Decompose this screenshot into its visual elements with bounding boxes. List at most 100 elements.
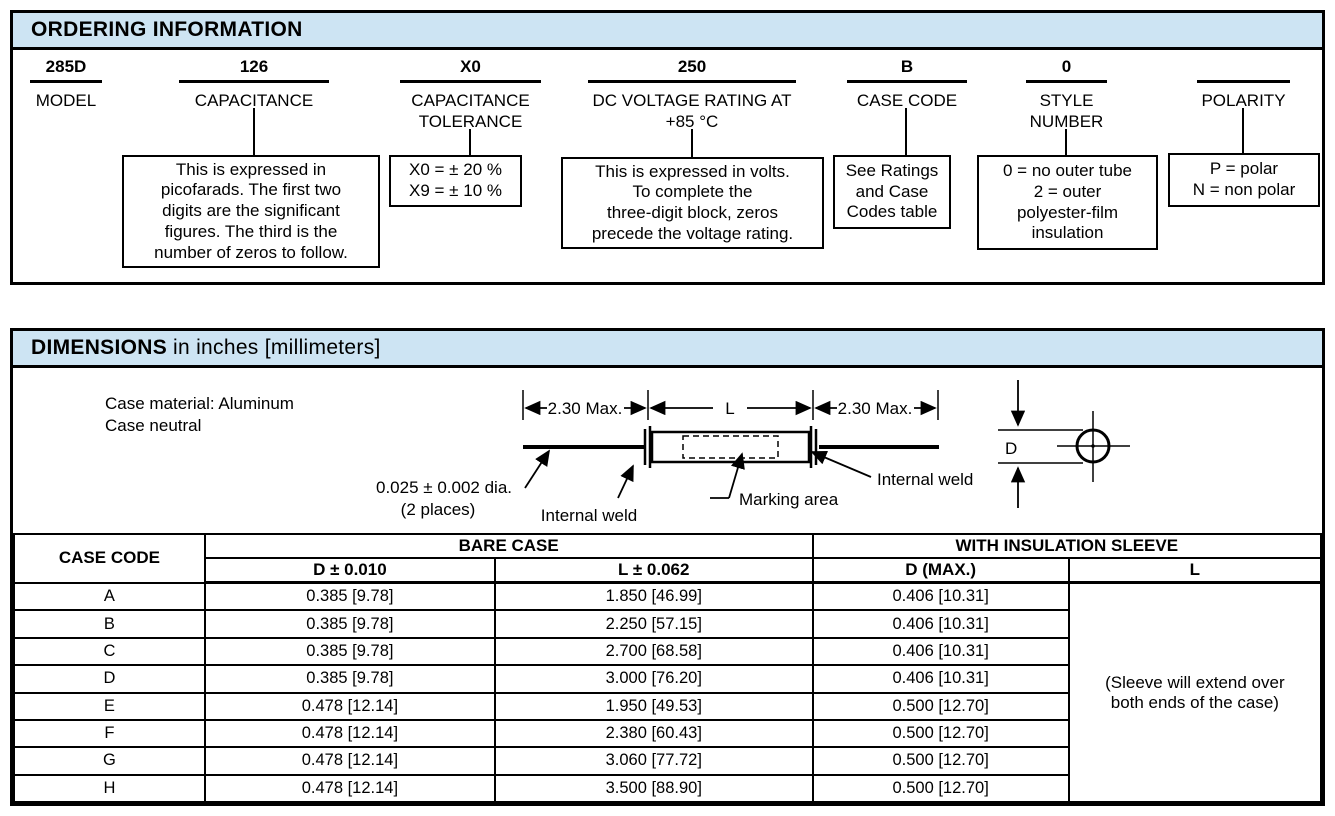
capacitor-body xyxy=(643,426,818,468)
table-subheader-l2: L xyxy=(1067,557,1323,584)
voltage-note-box: This is expressed in volts. To complete … xyxy=(561,157,824,249)
ordering-column-case-code: B CASE CODE xyxy=(847,57,967,111)
diameter-label: D xyxy=(1005,439,1017,458)
internal-weld-right-leader xyxy=(810,450,872,478)
case-code-label: CASE CODE xyxy=(856,91,958,110)
marking-area-label: Marking area xyxy=(739,490,839,509)
case-table-body: A 0.385 [9.78] 1.850 [46.99] 0.406 [10.31](… xyxy=(13,581,1323,804)
table-cell-code: G xyxy=(13,746,206,776)
table-cell-d: 0.385 [9.78] xyxy=(203,664,496,694)
capacitor-diagram-area: Case material: Aluminum Case neutral xyxy=(13,368,1322,533)
table-subheader-d: D ± 0.010 xyxy=(203,557,496,584)
sleeve-note: (Sleeve will extend over both ends of th… xyxy=(1067,581,1323,803)
ordering-section-title-bar: ORDERING INFORMATION xyxy=(13,13,1322,50)
ordering-content: 285D MODEL 126 CAPACITANCE X0 CAPACITANC… xyxy=(13,50,1322,282)
tolerance-code: X0 xyxy=(400,57,541,83)
table-row: A 0.385 [9.78] 1.850 [46.99] 0.406 [10.31](… xyxy=(13,581,1323,803)
table-row: F 0.478 [12.14] 2.380 [60.43] 0.500 [12.70] xyxy=(13,718,1321,749)
table-cell-dmax: 0.500 [12.70] xyxy=(811,718,1070,749)
table-cell-code: E xyxy=(13,691,206,721)
table-cell-d: 0.478 [12.14] xyxy=(203,691,496,721)
dimensions-title-units: in inches [millimeters] xyxy=(173,336,381,359)
end-view-circle xyxy=(1075,428,1111,464)
dimensions-section-title-bar: DIMENSIONS in inches [millimeters] xyxy=(13,331,1322,368)
ordering-column-tolerance: X0 CAPACITANCE TOLERANCE xyxy=(400,57,541,133)
table-row: E 0.478 [12.14] 1.950 [49.53] 0.500 [12.70] xyxy=(13,691,1321,721)
connector-capacitance xyxy=(253,108,255,155)
capacitance-label: CAPACITANCE xyxy=(194,91,314,110)
table-cell-code: H xyxy=(13,773,206,804)
table-cell-l: 3.000 [76.20] xyxy=(493,664,814,694)
polarity-note-box: P = polar N = non polar xyxy=(1168,153,1320,207)
ordering-information-section: ORDERING INFORMATION 285D MODEL 126 CAPA… xyxy=(10,10,1325,285)
style-note-box: 0 = no outer tube 2 = outer polyester-fi… xyxy=(977,155,1158,250)
table-cell-code: A xyxy=(13,581,206,612)
table-subheader-dmax: D (MAX.) xyxy=(811,557,1070,584)
ordering-column-polarity: POLARITY xyxy=(1197,57,1290,111)
style-label: STYLE NUMBER xyxy=(1029,91,1104,132)
table-cell-dmax: 0.406 [10.31] xyxy=(811,664,1070,694)
table-cell-d: 0.478 [12.14] xyxy=(203,746,496,776)
table-cell-dmax: 0.500 [12.70] xyxy=(811,691,1070,721)
tolerance-note-box: X0 = ± 20 % X9 = ± 10 % xyxy=(389,155,522,207)
table-cell-code: C xyxy=(13,636,206,667)
polarity-label: POLARITY xyxy=(1201,91,1286,110)
table-cell-d: 0.385 [9.78] xyxy=(203,609,496,639)
table-cell-code: D xyxy=(13,664,206,694)
table-cell-l: 2.700 [68.58] xyxy=(493,636,814,667)
table-row: C 0.385 [9.78] 2.700 [68.58] 0.406 [10.31] xyxy=(13,636,1321,667)
table-cell-dmax: 0.500 [12.70] xyxy=(811,773,1070,804)
table-row: B 0.385 [9.78] 2.250 [57.15] 0.406 [10.31] xyxy=(13,609,1321,639)
case-material-text: Case material: Aluminum Case neutral xyxy=(105,394,294,436)
table-cell-l: 1.950 [49.53] xyxy=(493,691,814,721)
capacitor-dimension-drawing: 2.30 Max. L 2.30 Max. 0.025 ± 0.002 d xyxy=(376,380,1130,525)
ordering-column-voltage: 250 DC VOLTAGE RATING AT +85 °C xyxy=(588,57,796,133)
table-cell-l: 2.380 [60.43] xyxy=(493,718,814,749)
table-cell-dmax: 0.406 [10.31] xyxy=(811,609,1070,639)
case-code-note-box: See Ratings and Case Codes table xyxy=(833,155,951,229)
end-view-diagram: D xyxy=(998,380,1130,508)
marking-area-outline xyxy=(682,435,779,459)
dimensions-title: DIMENSIONS xyxy=(31,336,168,359)
connector-polarity xyxy=(1242,108,1244,153)
voltage-code: 250 xyxy=(588,57,796,83)
connector-voltage xyxy=(691,129,693,157)
internal-weld-left-label: Internal weld xyxy=(541,506,637,525)
lead-dia-label: 0.025 ± 0.002 dia. xyxy=(376,478,512,497)
table-cell-l: 2.250 [57.15] xyxy=(493,609,814,639)
table-cell-code: F xyxy=(13,718,206,749)
table-cell-code: B xyxy=(13,609,206,639)
ordering-column-capacitance: 126 CAPACITANCE xyxy=(179,57,329,111)
dimensions-section: DIMENSIONS in inches [millimeters] Case … xyxy=(10,328,1325,806)
table-row: G 0.478 [12.14] 3.060 [77.72] 0.500 [12.70] xyxy=(13,746,1321,776)
dim-label-bg xyxy=(837,397,914,418)
ordering-title: ORDERING INFORMATION xyxy=(31,18,303,41)
capacitance-note-box: This is expressed in picofarads. The fir… xyxy=(122,155,380,268)
table-cell-dmax: 0.500 [12.70] xyxy=(811,746,1070,776)
connector-case-code xyxy=(905,108,907,155)
lead-dia-leader xyxy=(524,449,550,489)
table-row: H 0.478 [12.14] 3.500 [88.90] 0.500 [12.70] xyxy=(13,773,1321,804)
length-dim-label: L xyxy=(725,399,734,418)
dimension-ticks xyxy=(522,390,939,420)
lead-dia-places-label: (2 places) xyxy=(401,500,476,519)
table-header-case-code: CASE CODE xyxy=(13,533,206,584)
case-code-code: B xyxy=(847,57,967,83)
table-cell-d: 0.478 [12.14] xyxy=(203,718,496,749)
table-subheader-l: L ± 0.062 xyxy=(493,557,814,584)
model-label: MODEL xyxy=(35,91,97,110)
table-cell-dmax: 0.406 [10.31] xyxy=(811,636,1070,667)
table-header-sleeve: WITH INSULATION SLEEVE xyxy=(811,533,1323,559)
dim-label-bg xyxy=(547,397,624,418)
table-cell-l: 3.500 [88.90] xyxy=(493,773,814,804)
table-cell-l: 3.060 [77.72] xyxy=(493,746,814,776)
model-code: 285D xyxy=(30,57,102,83)
right-dim-label: 2.30 Max. xyxy=(838,399,913,418)
table-cell-d: 0.385 [9.78] xyxy=(203,581,496,612)
connector-tolerance xyxy=(469,129,471,155)
marking-area-leader xyxy=(728,452,745,499)
table-cell-l: 1.850 [46.99] xyxy=(493,581,814,612)
dim-label-bg xyxy=(713,397,747,418)
case-code-dimensions-table: CASE CODE BARE CASE WITH INSULATION SLEE… xyxy=(13,533,1323,804)
table-cell-d: 0.385 [9.78] xyxy=(203,636,496,667)
